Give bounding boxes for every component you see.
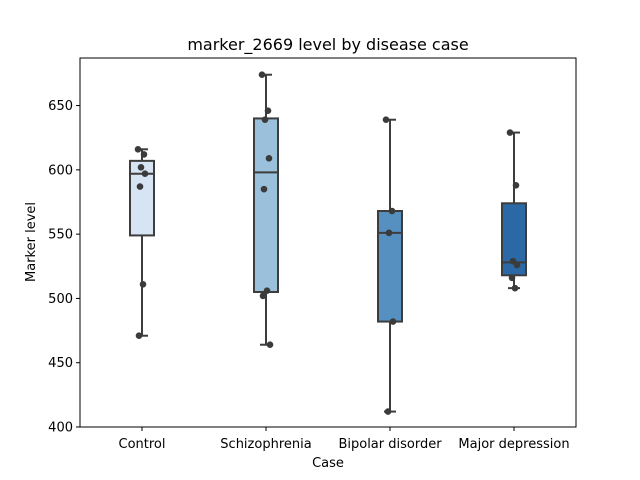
box-group [129,145,155,340]
box [129,159,155,237]
y-axis-label: Marker level [24,202,39,282]
data-point [385,229,393,237]
data-point [388,207,396,215]
data-point [384,408,392,415]
data-point [140,151,148,158]
data-point [513,261,521,269]
x-tick-label: Major depression [458,437,569,452]
data-point [141,170,149,178]
box [253,117,279,293]
x-axis-label: Case [312,456,344,471]
y-tick-label: 450 [48,356,73,371]
data-point [506,129,514,136]
data-point [511,284,519,292]
data-point [265,154,273,162]
data-point [512,181,520,189]
data-point [134,145,142,153]
data-point [263,287,271,295]
y-tick-label: 400 [48,421,73,436]
plot-frame [79,57,577,428]
data-point [266,341,274,349]
x-axis: Control Schizophrenia Bipolar disorder Majo… [119,427,570,452]
data-point [264,107,272,115]
data-point [389,318,397,325]
x-tick-label: Schizophrenia [220,437,311,452]
box-group [377,116,403,415]
data-point [259,292,267,300]
x-tick-label: Bipolar disorder [338,437,442,452]
data-point [260,185,268,193]
box [377,210,403,323]
box-group [501,129,527,292]
box-group [253,71,279,349]
y-tick-label: 500 [48,292,73,307]
data-point [136,183,144,190]
y-tick-label: 650 [48,99,73,114]
data-point [258,71,266,79]
chart-title: marker_2669 level by disease case [187,35,468,55]
y-tick-label: 550 [48,228,73,243]
y-tick-label: 600 [48,163,73,178]
x-tick-label: Control [119,437,166,452]
plot-area [129,71,527,415]
data-point [508,274,516,282]
data-point [261,116,269,124]
data-point [382,116,390,124]
y-axis: 400 450 500 550 600 650 [48,99,80,436]
data-point [139,280,147,288]
data-point [135,332,143,340]
data-point [137,163,145,171]
